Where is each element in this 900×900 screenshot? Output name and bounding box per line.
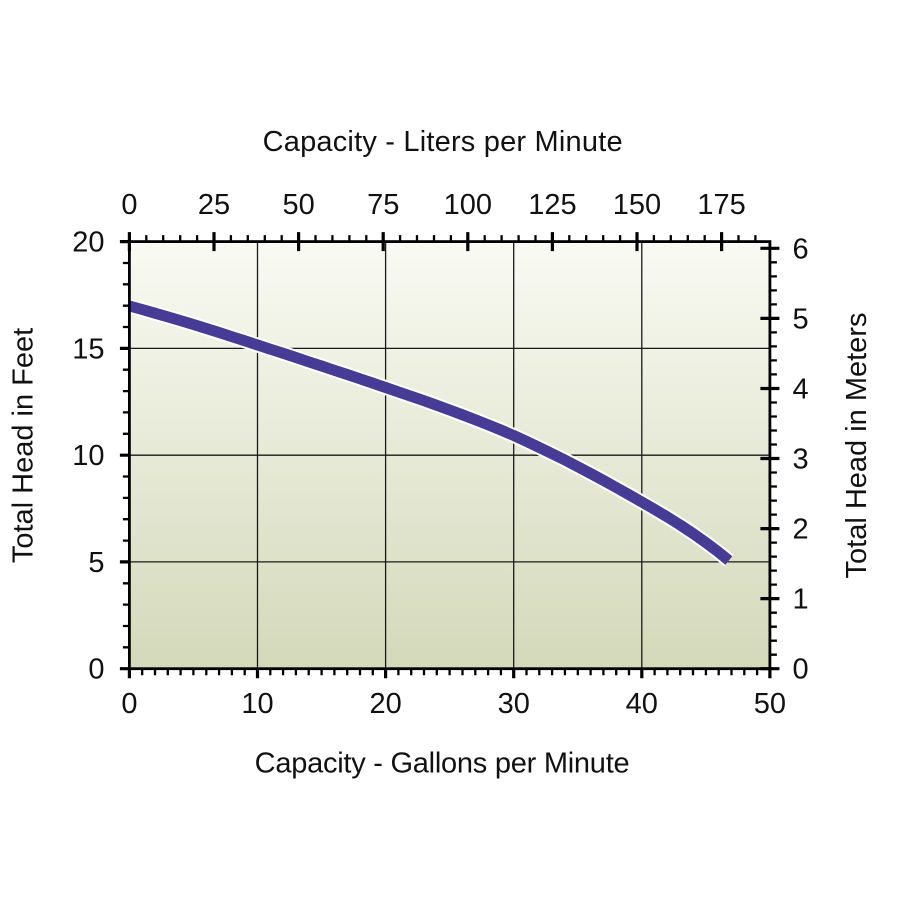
svg-text:Capacity - Gallons per Minute: Capacity - Gallons per Minute [255,748,630,780]
svg-text:3: 3 [793,444,809,476]
svg-text:6: 6 [793,233,809,265]
svg-text:2: 2 [793,514,809,546]
svg-text:175: 175 [697,189,745,221]
svg-text:Total Head in Meters: Total Head in Meters [841,313,873,579]
svg-text:40: 40 [626,688,658,720]
svg-text:5: 5 [793,303,809,335]
svg-text:0: 0 [88,654,104,686]
svg-text:25: 25 [198,189,230,221]
svg-text:30: 30 [498,688,530,720]
svg-text:0: 0 [121,688,137,720]
svg-text:150: 150 [613,189,661,221]
svg-text:5: 5 [88,547,104,579]
svg-text:0: 0 [121,189,137,221]
svg-text:125: 125 [528,189,576,221]
svg-text:50: 50 [754,688,786,720]
svg-text:20: 20 [72,227,104,259]
svg-text:50: 50 [282,189,314,221]
svg-text:75: 75 [367,189,399,221]
svg-text:1: 1 [793,584,809,616]
svg-text:Capacity - Liters per Minute: Capacity - Liters per Minute [263,126,623,158]
svg-text:10: 10 [241,688,273,720]
svg-text:Total Head in Feet: Total Head in Feet [8,328,40,563]
svg-text:20: 20 [369,688,401,720]
svg-text:100: 100 [444,189,492,221]
svg-text:4: 4 [793,374,809,406]
svg-text:15: 15 [72,333,104,365]
svg-text:0: 0 [793,654,809,686]
svg-text:10: 10 [72,440,104,472]
